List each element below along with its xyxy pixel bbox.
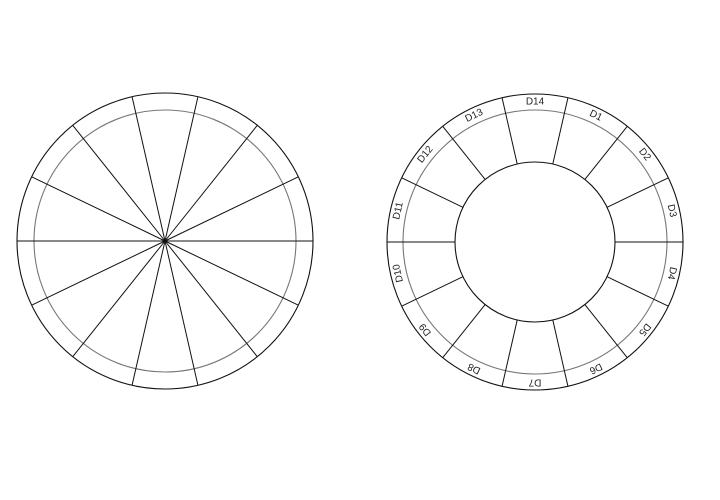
right-divider xyxy=(584,125,628,180)
left-spoke xyxy=(164,240,258,358)
segment-label: D8 xyxy=(466,360,483,376)
right-divider xyxy=(584,304,628,359)
left-spoke xyxy=(72,124,166,242)
right-divider xyxy=(442,304,486,359)
left-spoke xyxy=(164,240,199,386)
left-spoke xyxy=(131,96,166,242)
right-divider xyxy=(501,319,518,387)
segment-label: D12 xyxy=(416,144,436,166)
right-divider xyxy=(606,276,669,307)
right-divider xyxy=(401,276,464,307)
segment-label: D14 xyxy=(526,97,545,108)
segment-label: D13 xyxy=(464,107,486,125)
right-divider xyxy=(552,97,569,165)
right-divider xyxy=(401,177,464,208)
left-spoke xyxy=(31,240,166,306)
segment-label: D4 xyxy=(665,266,679,281)
left-spoke xyxy=(164,96,199,242)
left-spoke xyxy=(72,240,166,358)
left-spoke xyxy=(164,240,299,306)
right-inner-circle xyxy=(454,161,616,323)
segment-label: D7 xyxy=(528,377,541,388)
left-spoke xyxy=(131,240,166,386)
right-divider xyxy=(552,319,569,387)
segment-label: D10 xyxy=(391,263,406,284)
segment-label: D3 xyxy=(665,203,679,218)
left-spoke xyxy=(164,124,258,242)
segment-label: D6 xyxy=(587,360,604,376)
left-spoke xyxy=(164,176,299,242)
segment-label: D1 xyxy=(588,108,605,124)
left-wheel xyxy=(16,92,314,390)
segment-label: D11 xyxy=(391,201,406,221)
right-divider xyxy=(501,97,518,165)
right-divider xyxy=(606,177,669,208)
right-divider xyxy=(442,125,486,180)
left-spoke xyxy=(31,176,166,242)
